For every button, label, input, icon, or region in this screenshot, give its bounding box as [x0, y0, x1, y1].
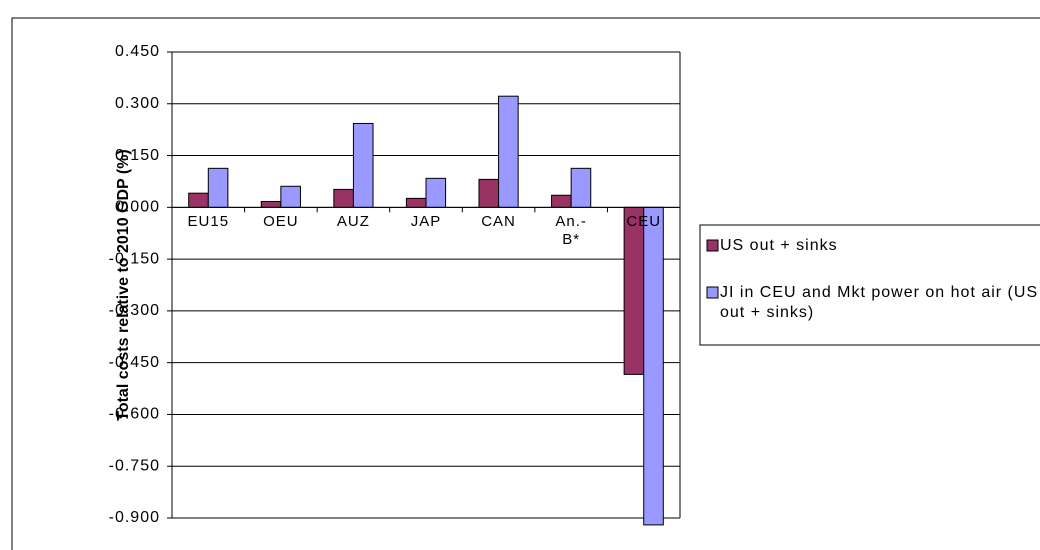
bar	[498, 95, 519, 208]
x-tick-label: CEU	[626, 213, 662, 231]
y-tick-label: -0.600	[109, 406, 160, 423]
legend-label: US out + sinks	[720, 237, 838, 254]
bar	[280, 185, 301, 208]
legend-box	[699, 224, 1040, 346]
chart-border	[11, 17, 1040, 550]
bar	[188, 192, 209, 208]
bar	[425, 177, 447, 208]
y-tick-label: -0.300	[109, 302, 160, 319]
y-tick-label: 0.300	[115, 95, 160, 112]
bar	[478, 178, 500, 208]
y-tick-label: -0.150	[109, 250, 160, 267]
x-tick-label: EU15	[187, 213, 230, 231]
bar	[260, 200, 282, 208]
bar	[551, 194, 572, 208]
bar	[352, 122, 374, 208]
x-tick-label: An.-B*	[555, 213, 587, 249]
y-tick-label: -0.900	[109, 509, 160, 526]
bar	[623, 206, 645, 375]
y-tick-label: -0.450	[109, 354, 160, 371]
y-tick-label: 0.450	[115, 43, 160, 60]
bar	[207, 167, 229, 208]
y-tick-label: -0.750	[109, 457, 160, 474]
legend-label: JI in CEU and Mkt power on hot air (US o…	[720, 284, 1039, 321]
x-tick-label: JAP	[410, 213, 442, 231]
legend-swatch	[706, 286, 719, 299]
x-tick-label: AUZ	[336, 213, 370, 231]
y-tick-label: 0.150	[115, 147, 160, 164]
bar	[405, 197, 427, 208]
bar	[333, 188, 354, 208]
legend-swatch	[706, 239, 719, 252]
x-tick-label: OEU	[263, 213, 299, 231]
x-tick-label: CAN	[481, 213, 516, 231]
bar	[643, 206, 664, 526]
y-tick-label: 0.000	[115, 199, 160, 216]
bar	[570, 167, 592, 208]
y-axis-label: Total costs relative to 2010 GDP (%)	[115, 149, 132, 421]
